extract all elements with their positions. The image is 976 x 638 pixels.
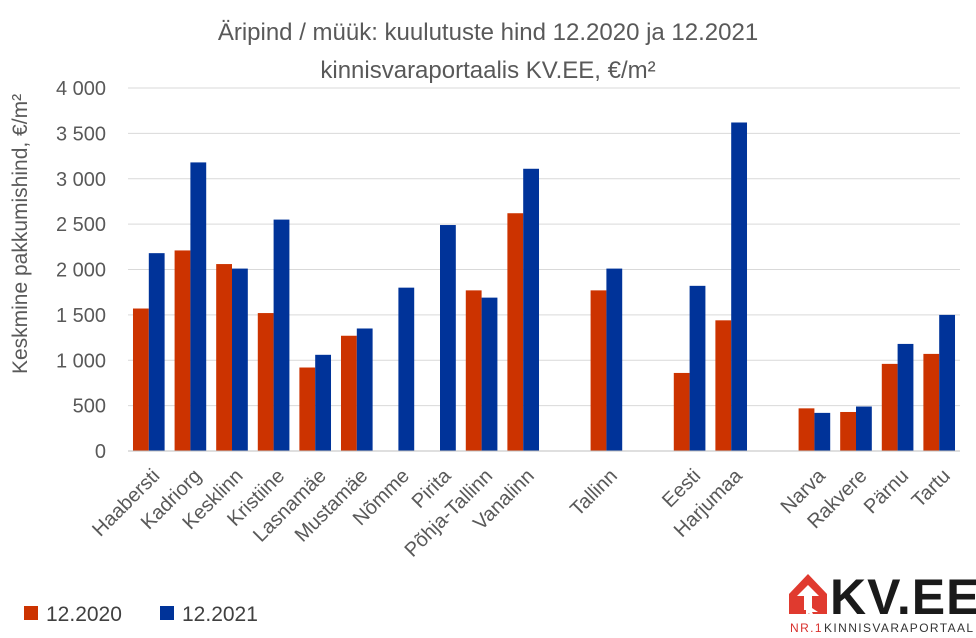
legend-swatch-12-2021 [160,606,174,620]
legend-item-12-2020: 12.2020 [24,603,122,626]
y-axis-title: Keskmine pakkumishind, €/m² [9,94,32,374]
chart-title-line-2: kinnisvaraportaalis KV.EE, €/m² [320,57,655,84]
y-tick-label: 2 000 [56,260,106,282]
kv-ee-logo: KV.EE NR.1 KINNISVARAPORTAAL [789,569,976,635]
bar-12-2021-Nõmme [398,287,415,451]
legend-label-12-2020: 12.2020 [46,603,122,626]
y-tick-label: 0 [95,441,106,463]
y-axis-ticks: 0 500 1 000 1 500 2 000 2 500 3 000 3 500 4 000 [56,78,106,463]
bar-12-2020-Tartu [923,353,940,451]
bar-12-2020-Vanalinn [507,213,524,451]
bar-12-2021-Rakvere [856,406,872,451]
x-tick-label: Pärnu [860,465,913,518]
x-tick-label: Tartu [908,465,955,512]
logo-wordmark: KV.EE [830,569,976,625]
legend: 12.2020 12.2021 [24,603,258,626]
bar-12-2021-Harjumaa [731,122,748,452]
x-axis-labels: HaaberstiKadriorgKesklinnKristiineLasnam… [88,464,954,561]
bar-12-2021-Vanalinn [523,168,540,451]
legend-item-12-2021: 12.2021 [160,603,258,626]
y-tick-label: 1 500 [56,305,106,327]
bar-12-2020-Kristiine [257,313,274,451]
y-tick-label: 3 500 [56,123,106,145]
y-tick-label: 500 [73,396,106,418]
y-tick-label: 2 500 [56,214,106,236]
bar-12-2021-Põhja-Tallinn [481,297,498,451]
chart-title-line-1: Äripind / müük: kuulutuste hind 12.2020 … [218,19,758,46]
bar-12-2021-Kesklinn [232,268,248,451]
bar-12-2020-Narva [798,408,815,451]
bar-12-2021-Pirita [440,225,456,451]
bar-12-2020-Eesti [673,372,690,451]
bar-12-2021-Eesti [689,285,706,451]
bar-12-2020-Kadriorg [174,250,191,451]
bar-12-2021-Kristiine [273,219,290,451]
legend-label-12-2021: 12.2021 [182,603,258,626]
y-tick-label: 4 000 [56,78,106,100]
bar-12-2020-Haabersti [132,308,149,451]
y-tick-label: 3 000 [56,169,106,191]
y-tick-label: 1 000 [56,350,106,372]
chart-title: Äripind / müük: kuulutuste hind 12.2020 … [218,19,758,84]
house-arrow-icon [789,574,827,619]
logo-tagline-prefix: NR.1 [790,621,823,635]
bar-12-2021-Haabersti [148,253,165,451]
bar-12-2020-Lasnamäe [299,367,316,451]
bar-12-2021-Kadriorg [190,162,207,451]
bar-12-2021-Tartu [939,314,956,452]
gridlines [128,87,960,407]
bar-12-2020-Tallinn [590,290,607,451]
bar-12-2021-Lasnamäe [315,354,332,451]
bar-12-2021-Tallinn [606,268,623,451]
x-tick-label: Tallinn [566,465,622,521]
legend-swatch-12-2020 [24,606,38,620]
bar-12-2020-Mustamäe [340,335,357,451]
bar-12-2020-Põhja-Tallinn [465,290,482,451]
bar-12-2021-Pärnu [897,343,914,451]
bar-12-2020-Rakvere [840,411,856,451]
bar-12-2020-Harjumaa [715,320,732,451]
bar-12-2021-Mustamäe [356,328,373,451]
logo-tagline: KINNISVARAPORTAAL [824,621,975,635]
bar-12-2020-Pärnu [881,363,898,451]
bar-12-2020-Kesklinn [216,264,232,451]
bars [132,122,956,452]
bar-12-2021-Narva [814,412,831,451]
